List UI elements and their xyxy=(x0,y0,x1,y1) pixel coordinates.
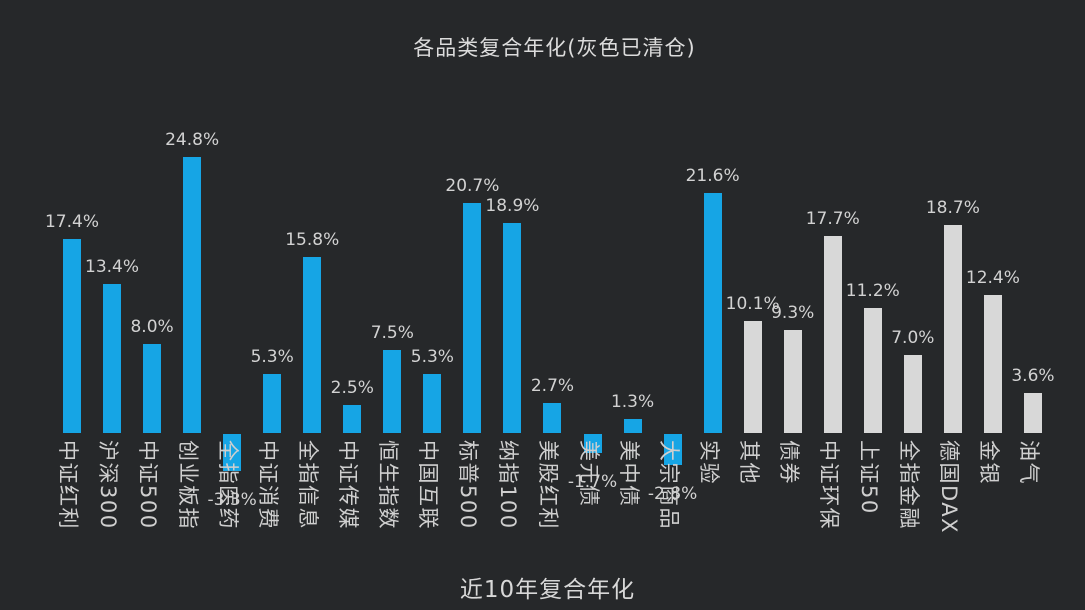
category-label-金银: 金银 xyxy=(976,440,1001,485)
bar-创业板指 xyxy=(183,157,202,433)
bar-债券 xyxy=(783,329,802,433)
bar-value-label: 13.4% xyxy=(85,256,140,277)
bar-value-label: -3.3% xyxy=(207,489,257,510)
bar-value-label: 17.7% xyxy=(805,209,860,230)
bar-油气 xyxy=(1023,392,1042,433)
bar-value-label: 7.5% xyxy=(370,322,414,343)
category-label-标普500: 标普500 xyxy=(456,440,481,530)
category-label-全指金融: 全指金融 xyxy=(896,440,921,530)
category-label-其他: 其他 xyxy=(736,440,761,485)
bar-纳指100 xyxy=(503,222,522,433)
bar-value-label: 20.7% xyxy=(445,175,500,196)
bar-大宗商品 xyxy=(663,434,682,466)
category-label-全指信息: 全指信息 xyxy=(296,440,321,530)
bar-value-label: 18.7% xyxy=(925,197,980,218)
bar-中证500 xyxy=(143,344,162,433)
bar-value-label: 10.1% xyxy=(725,293,780,314)
bar-value-label: -1.7% xyxy=(567,471,618,492)
category-label-创业板指: 创业板指 xyxy=(176,440,201,530)
category-label-中证传媒: 中证传媒 xyxy=(336,440,361,530)
category-label-德国DAX: 德国DAX xyxy=(936,440,961,535)
category-label-油气: 油气 xyxy=(1016,440,1041,485)
bar-value-label: 2.7% xyxy=(530,375,575,396)
bar-value-label: 1.3% xyxy=(610,391,655,412)
bar-value-label: 18.9% xyxy=(485,195,540,216)
bar-value-label: 17.4% xyxy=(44,212,99,233)
bar-全指医药 xyxy=(223,434,242,471)
category-label-中证500: 中证500 xyxy=(136,440,161,530)
bar-中证环保 xyxy=(823,236,842,433)
category-label-全指医药: 全指医药 xyxy=(216,440,241,530)
bar-全指金融 xyxy=(903,355,922,433)
bar-value-label: 21.6% xyxy=(685,165,740,186)
chart-title: 各品类复合年化(灰色已清仓) xyxy=(413,36,696,60)
bar-中国互联 xyxy=(423,374,442,433)
bar-value-label: 5.3% xyxy=(410,347,454,368)
bar-实验 xyxy=(703,192,722,433)
bar-标普500 xyxy=(463,202,482,433)
category-label-恒生指数: 恒生指数 xyxy=(376,440,401,530)
bar-value-label: 5.3% xyxy=(250,347,294,368)
bar-恒生指数 xyxy=(383,349,402,433)
bar-上证50 xyxy=(863,308,882,433)
bar-value-label: -2.8% xyxy=(647,484,698,505)
bar-value-label: 24.8% xyxy=(165,130,220,151)
bar-value-label: 3.6% xyxy=(1011,365,1055,386)
bar-value-label: 9.3% xyxy=(771,302,815,323)
bar-value-label: 2.5% xyxy=(330,378,374,399)
bar-金银 xyxy=(983,295,1002,433)
x-axis-title: 近10年复合年化 xyxy=(459,577,636,603)
bar-value-label: 7.0% xyxy=(891,328,935,349)
bar-value-label: 15.8% xyxy=(285,230,340,251)
category-label-中国互联: 中国互联 xyxy=(416,440,441,530)
category-label-中证红利: 中证红利 xyxy=(56,440,80,530)
bar-中证消费 xyxy=(263,374,282,433)
bar-美中债 xyxy=(623,418,642,433)
category-label-债券: 债券 xyxy=(776,440,801,485)
bar-中证传媒 xyxy=(343,405,362,433)
category-label-上证50: 上证50 xyxy=(856,440,881,515)
category-label-中证消费: 中证消费 xyxy=(256,440,281,530)
bar-沪深300 xyxy=(103,283,122,433)
bar-value-label: 8.0% xyxy=(130,317,174,337)
category-label-沪深300: 沪深300 xyxy=(96,440,121,530)
bar-德国DAX xyxy=(943,224,962,433)
bar-全指信息 xyxy=(303,257,322,433)
bar-value-label: 11.2% xyxy=(845,281,900,302)
category-label-纳指100: 纳指100 xyxy=(496,440,521,530)
category-label-中证环保: 中证环保 xyxy=(816,440,841,530)
bar-其他 xyxy=(743,320,762,433)
bar-美股红利 xyxy=(543,402,562,433)
bar-美元债 xyxy=(583,434,602,453)
bar-value-label: 12.4% xyxy=(965,268,1020,289)
bar-中证红利 xyxy=(63,239,81,433)
category-label-实验: 实验 xyxy=(696,440,721,485)
